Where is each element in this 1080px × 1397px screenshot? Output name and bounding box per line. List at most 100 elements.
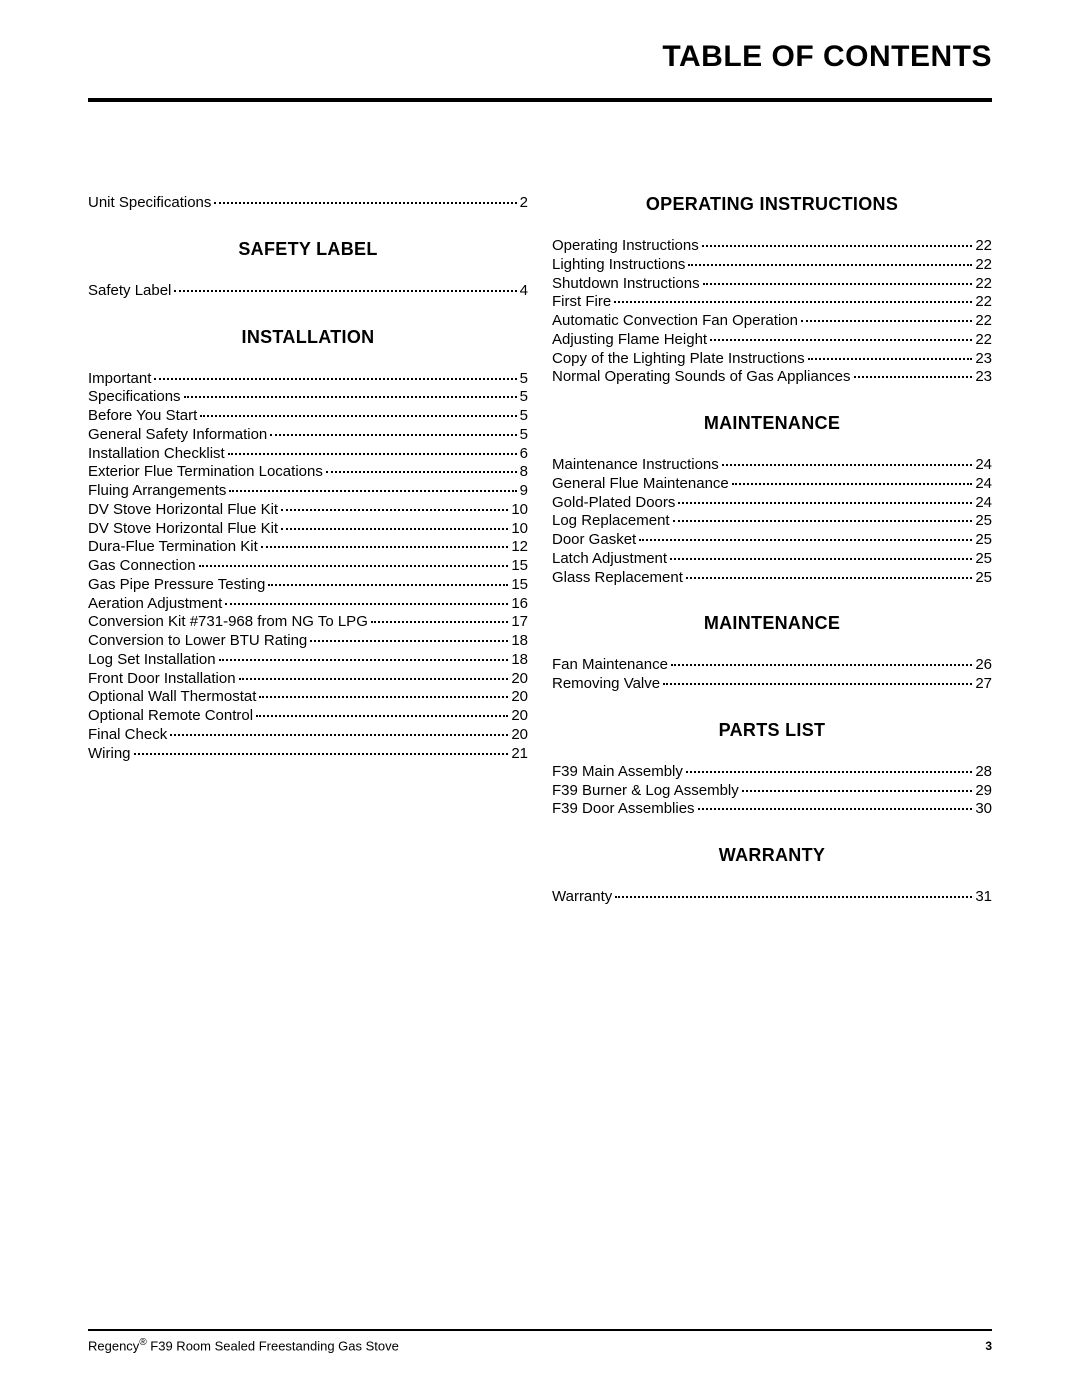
toc-section-heading: MAINTENANCE — [552, 413, 992, 434]
toc-entry-label: Lighting Instructions — [552, 256, 685, 275]
toc-entry-label: F39 Burner & Log Assembly — [552, 782, 739, 801]
toc-entry-page: 25 — [975, 531, 992, 550]
toc-entry: Operating Instructions22 — [552, 237, 992, 256]
toc-entry-label: Gold-Plated Doors — [552, 494, 675, 513]
toc-entry-label: Aeration Adjustment — [88, 595, 222, 614]
toc-leader-dots — [199, 565, 509, 567]
toc-entry-label: General Flue Maintenance — [552, 475, 729, 494]
footer-row: Regency® F39 Room Sealed Freestanding Ga… — [88, 1337, 992, 1353]
page-title: TABLE OF CONTENTS — [88, 40, 992, 74]
toc-entry-label: Operating Instructions — [552, 237, 699, 256]
toc-entry-label: Maintenance Instructions — [552, 456, 719, 475]
toc-entry-page: 22 — [975, 256, 992, 275]
toc-entry: General Flue Maintenance 24 — [552, 475, 992, 494]
toc-entry: Automatic Convection Fan Operation 22 — [552, 312, 992, 331]
registered-mark: ® — [139, 1337, 146, 1348]
toc-entry-page: 20 — [511, 688, 528, 707]
toc-leader-dots — [229, 490, 516, 492]
toc-entry-label: Fluing Arrangements — [88, 482, 226, 501]
toc-entry: Glass Replacement25 — [552, 569, 992, 588]
toc-entry: Front Door Installation20 — [88, 670, 528, 689]
toc-entry: F39 Main Assembly28 — [552, 763, 992, 782]
title-rule — [88, 98, 992, 102]
toc-entry-label: Wiring — [88, 745, 131, 764]
toc-entry: Optional Wall Thermostat20 — [88, 688, 528, 707]
toc-entry: Fluing Arrangements9 — [88, 482, 528, 501]
toc-entry-label: Automatic Convection Fan Operation — [552, 312, 798, 331]
toc-entry-page: 8 — [520, 463, 528, 482]
toc-entry-label: Gas Connection — [88, 557, 196, 576]
toc-entry-page: 22 — [975, 312, 992, 331]
toc-entry-label: Specifications — [88, 388, 181, 407]
toc-leader-dots — [732, 483, 973, 485]
footer-page-number: 3 — [985, 1339, 992, 1353]
toc-entry-page: 2 — [520, 194, 528, 213]
toc-entry-page: 23 — [975, 368, 992, 387]
footer-brand: Regency® F39 Room Sealed Freestanding Ga… — [88, 1337, 399, 1353]
toc-entry: Gas Pipe Pressure Testing 15 — [88, 576, 528, 595]
toc-entry-label: First Fire — [552, 293, 611, 312]
toc-entry-label: Conversion to Lower BTU Rating — [88, 632, 307, 651]
toc-leader-dots — [686, 577, 972, 579]
toc-entry-page: 10 — [511, 501, 528, 520]
toc-entry: General Safety Information5 — [88, 426, 528, 445]
toc-entry-label: Dura-Flue Termination Kit — [88, 538, 258, 557]
toc-entry-page: 16 — [511, 595, 528, 614]
toc-leader-dots — [670, 558, 972, 560]
toc-leader-dots — [854, 376, 973, 378]
toc-entry-label: Unit Specifications — [88, 194, 211, 213]
toc-entry-page: 22 — [975, 293, 992, 312]
toc-leader-dots — [678, 502, 972, 504]
toc-entry-page: 10 — [511, 520, 528, 539]
toc-leader-dots — [702, 245, 973, 247]
toc-entry-label: Front Door Installation — [88, 670, 236, 689]
toc-entry: Exterior Flue Termination Locations 8 — [88, 463, 528, 482]
toc-leader-dots — [256, 715, 508, 717]
toc-entry-label: Warranty — [552, 888, 612, 907]
toc-entry-label: Normal Operating Sounds of Gas Appliance… — [552, 368, 851, 387]
toc-leader-dots — [184, 396, 517, 398]
toc-leader-dots — [686, 771, 972, 773]
toc-entry: Final Check20 — [88, 726, 528, 745]
toc-entry-page: 5 — [520, 426, 528, 445]
toc-leader-dots — [270, 434, 516, 436]
toc-entry-page: 15 — [511, 576, 528, 595]
toc-leader-dots — [615, 896, 972, 898]
toc-entry-label: DV Stove Horizontal Flue Kit — [88, 520, 278, 539]
toc-leader-dots — [614, 301, 972, 303]
toc-entry: Safety Label4 — [88, 282, 528, 301]
toc-entry-page: 22 — [975, 331, 992, 350]
toc-entry-label: Shutdown Instructions — [552, 275, 700, 294]
toc-leader-dots — [639, 539, 972, 541]
toc-leader-dots — [214, 202, 516, 204]
toc-entry-page: 4 — [520, 282, 528, 301]
toc-entry: Conversion Kit #731-968 from NG To LPG17 — [88, 613, 528, 632]
toc-section-heading: OPERATING INSTRUCTIONS — [552, 194, 992, 215]
toc-entry: Adjusting Flame Height22 — [552, 331, 992, 350]
toc-entry-label: Gas Pipe Pressure Testing — [88, 576, 265, 595]
toc-leader-dots — [663, 683, 972, 685]
toc-entry: Maintenance Instructions 24 — [552, 456, 992, 475]
toc-entry-page: 24 — [975, 475, 992, 494]
toc-entry-label: Latch Adjustment — [552, 550, 667, 569]
toc-entry-label: Exterior Flue Termination Locations — [88, 463, 323, 482]
toc-entry-page: 24 — [975, 456, 992, 475]
toc-leader-dots — [371, 621, 508, 623]
toc-entry-page: 20 — [511, 707, 528, 726]
toc-entry-page: 20 — [511, 726, 528, 745]
toc-entry-page: 26 — [975, 656, 992, 675]
toc-leader-dots — [801, 320, 972, 322]
toc-entry: Installation Checklist6 — [88, 445, 528, 464]
toc-entry: Aeration Adjustment 16 — [88, 595, 528, 614]
toc-entry-page: 18 — [511, 632, 528, 651]
toc-entry-page: 27 — [975, 675, 992, 694]
toc-entry: Gold-Plated Doors 24 — [552, 494, 992, 513]
toc-entry: Normal Operating Sounds of Gas Appliance… — [552, 368, 992, 387]
toc-entry-page: 24 — [975, 494, 992, 513]
toc-entry-label: Copy of the Lighting Plate Instructions — [552, 350, 805, 369]
toc-entry-label: Log Set Installation — [88, 651, 216, 670]
toc-leader-dots — [688, 264, 972, 266]
toc-leader-dots — [239, 678, 509, 680]
toc-entry: Important5 — [88, 370, 528, 389]
toc-leader-dots — [673, 520, 973, 522]
